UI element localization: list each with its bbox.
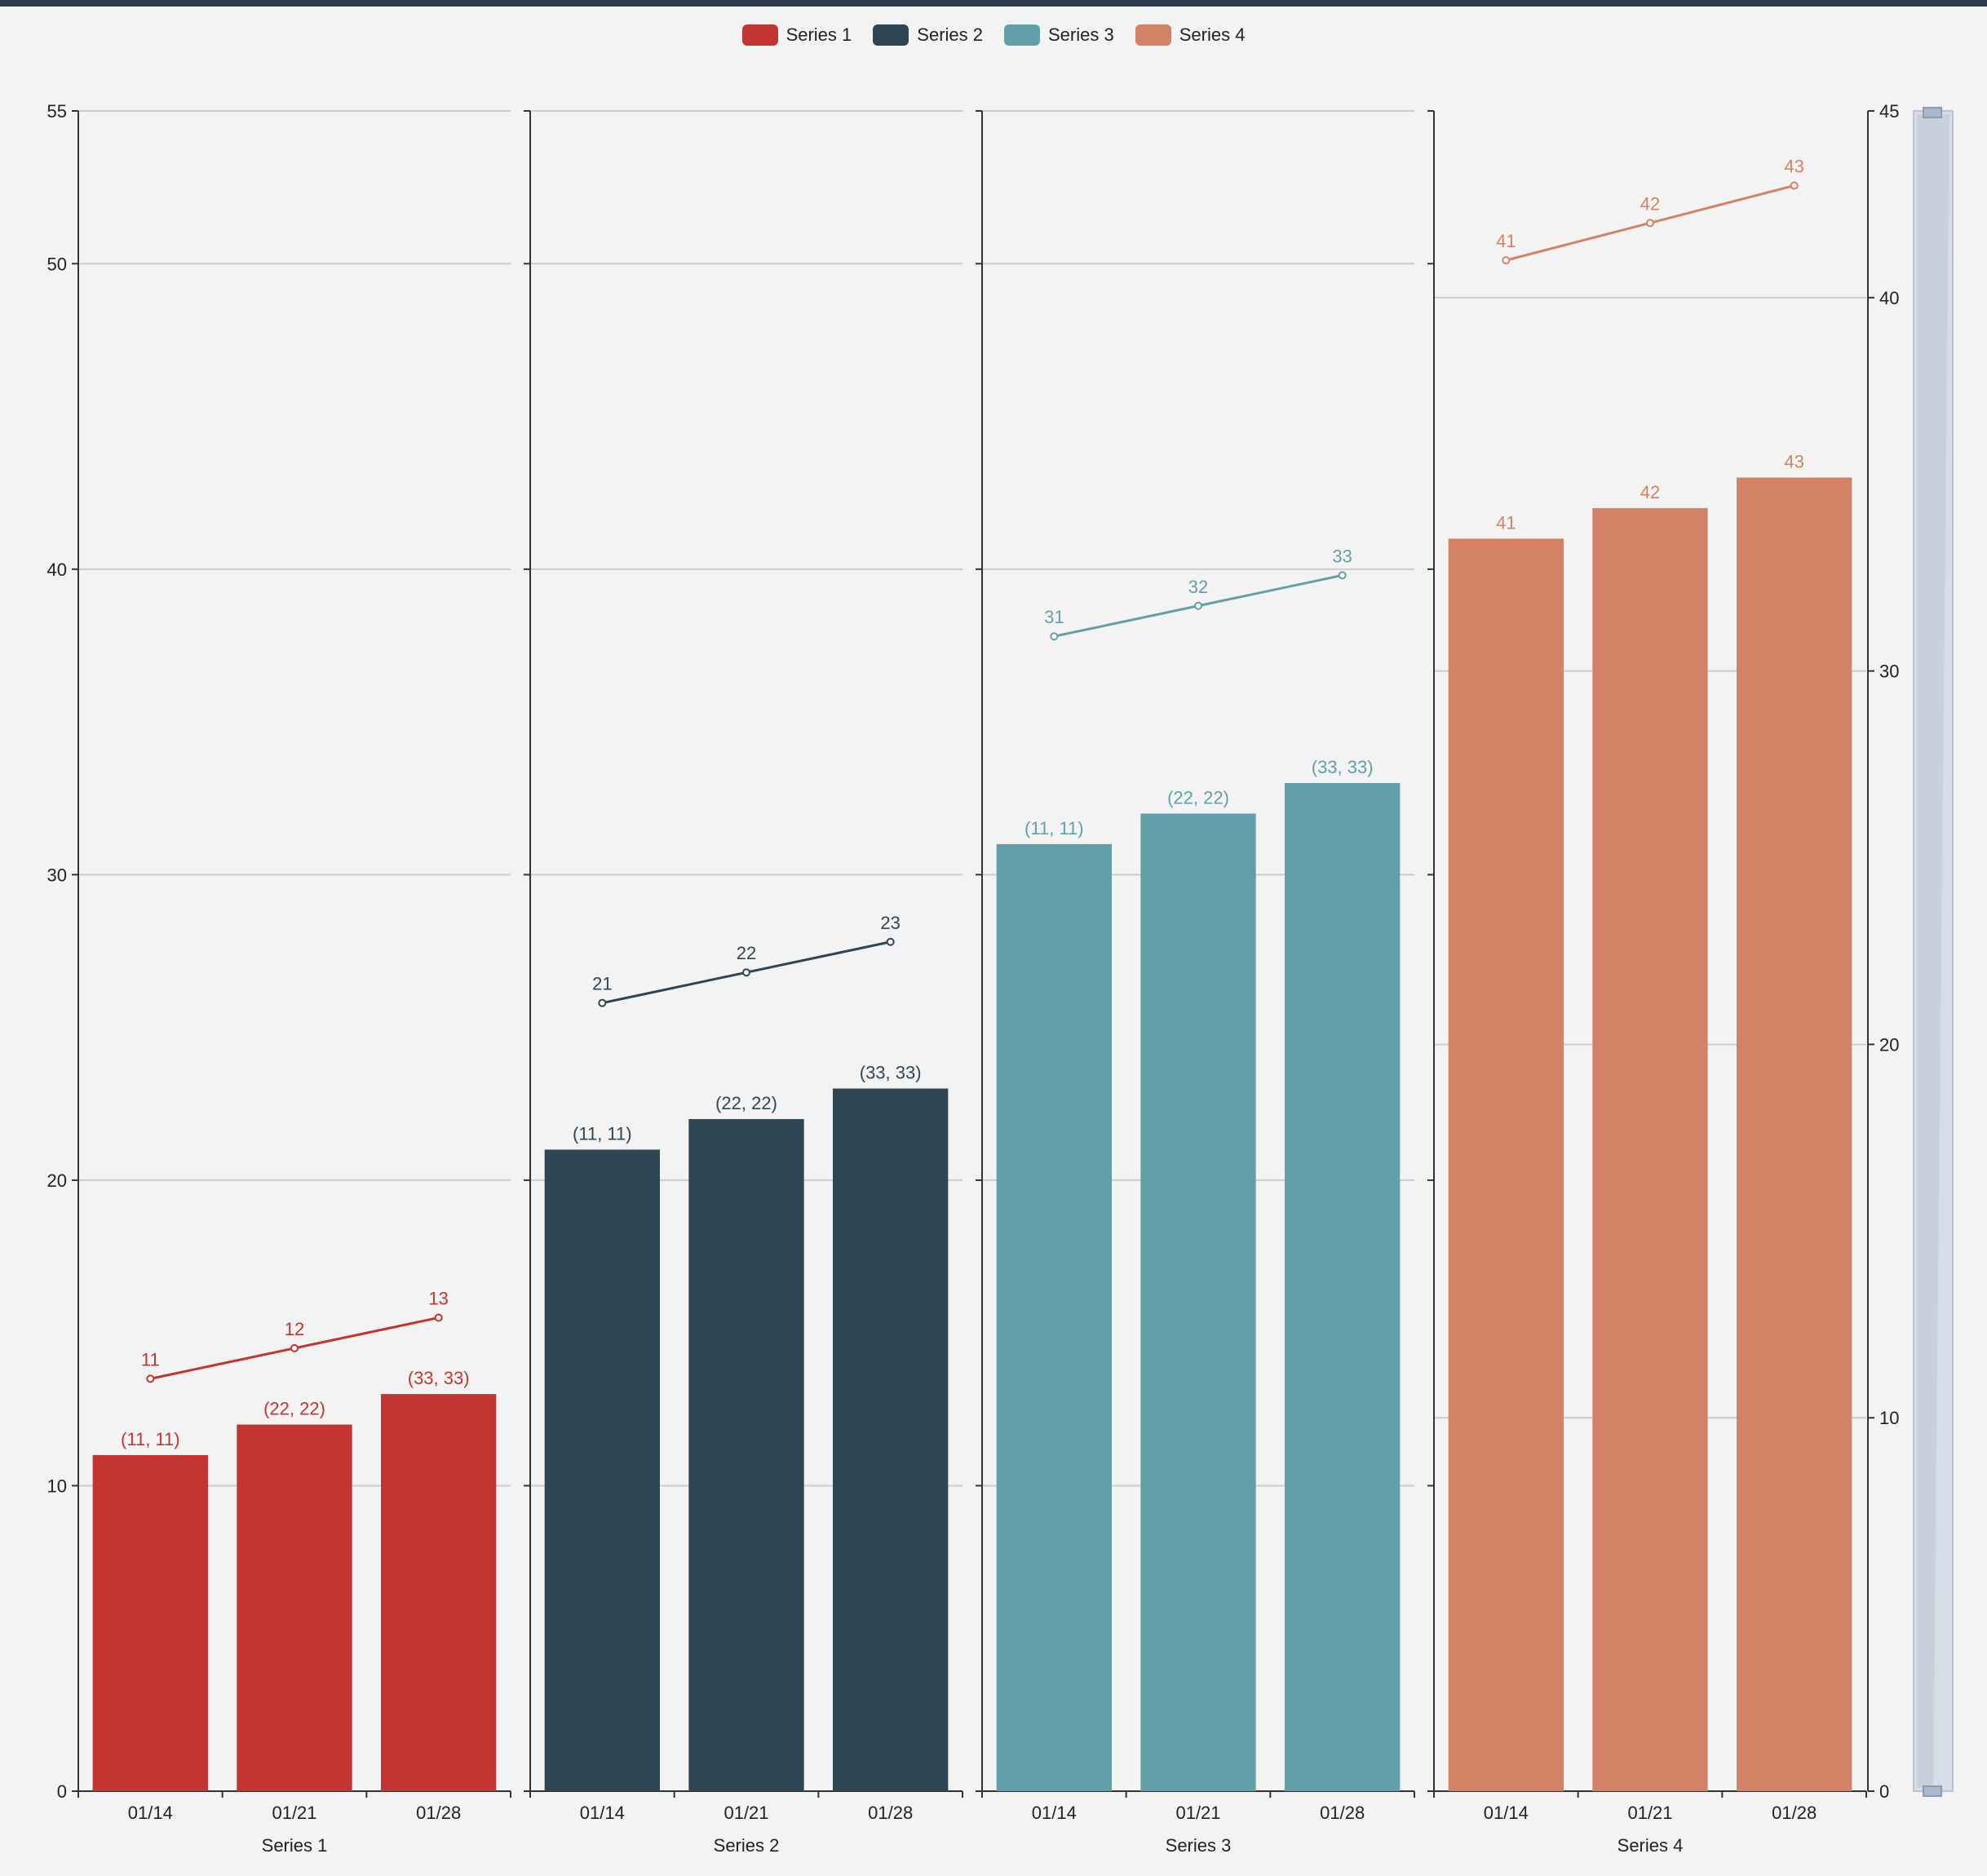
bar-label: (33, 33) <box>408 1368 470 1388</box>
bar[interactable] <box>1285 783 1401 1791</box>
line-point[interactable] <box>1646 219 1654 228</box>
legend-label: Series 1 <box>786 24 852 45</box>
top-bar <box>0 0 1987 7</box>
line-point[interactable] <box>146 1374 155 1383</box>
right-axis-tick-label: 20 <box>1879 1034 1899 1055</box>
line-label: 11 <box>141 1349 160 1369</box>
line-point[interactable] <box>290 1343 299 1352</box>
bar-label: 41 <box>1496 512 1516 533</box>
bar[interactable] <box>381 1394 497 1791</box>
line-label: 42 <box>1640 193 1660 214</box>
y-axis-tick-label: 55 <box>47 101 67 122</box>
line-label: 33 <box>1332 546 1352 566</box>
bar[interactable] <box>996 843 1112 1791</box>
legend-item-series-3[interactable]: Series 3 <box>1004 24 1114 46</box>
line-label: 23 <box>880 913 900 933</box>
y-axis-tick-label: 20 <box>47 1170 67 1191</box>
y-axis-tick-label: 50 <box>47 254 67 274</box>
y-axis-tick-label: 0 <box>57 1781 67 1802</box>
bar[interactable] <box>1140 813 1256 1791</box>
bar-label: (11, 11) <box>573 1123 632 1144</box>
line-point[interactable] <box>1338 571 1347 580</box>
right-axis-tick-label: 30 <box>1879 661 1899 682</box>
bar-label: (11, 11) <box>121 1429 180 1449</box>
legend-swatch <box>1004 24 1040 46</box>
line-point[interactable] <box>742 968 750 977</box>
bar-label: (33, 33) <box>860 1063 922 1083</box>
bar[interactable] <box>833 1088 949 1791</box>
x-axis-tick-label: 01/28 <box>1772 1803 1817 1823</box>
panel-title: Series 2 <box>714 1835 780 1856</box>
bar-label: (33, 33) <box>1312 757 1374 777</box>
bar[interactable] <box>237 1424 352 1791</box>
bar[interactable] <box>1592 507 1708 1791</box>
bar-label: 42 <box>1640 482 1660 502</box>
bar-label: (22, 22) <box>1167 787 1229 807</box>
line-point[interactable] <box>1502 256 1511 265</box>
x-axis-tick-label: 01/14 <box>1484 1803 1529 1823</box>
panel-title: Series 3 <box>1166 1835 1232 1856</box>
bar-label: (11, 11) <box>1024 818 1084 838</box>
line-point[interactable] <box>1790 181 1799 190</box>
x-axis-tick-label: 01/14 <box>1032 1803 1077 1823</box>
panel-title: Series 4 <box>1617 1835 1684 1856</box>
bar-label: 43 <box>1784 451 1803 471</box>
y-axis-tick-label: 40 <box>47 560 67 580</box>
line-label: 43 <box>1784 157 1803 177</box>
x-axis-tick-label: 01/28 <box>416 1803 461 1823</box>
line-point[interactable] <box>434 1313 443 1322</box>
legend: Series 1 Series 2 Series 3 Series 4 <box>0 24 1987 46</box>
legend-item-series-4[interactable]: Series 4 <box>1135 24 1246 46</box>
bar-label: (22, 22) <box>263 1399 325 1419</box>
legend-item-series-2[interactable]: Series 2 <box>873 24 983 46</box>
line-point[interactable] <box>886 937 895 946</box>
y-axis-tick-label: 30 <box>47 865 67 885</box>
line-point[interactable] <box>598 998 607 1007</box>
bar[interactable] <box>92 1455 209 1791</box>
right-axis-tick-label: 0 <box>1879 1781 1889 1802</box>
x-axis-tick-label: 01/21 <box>1175 1803 1220 1823</box>
zoom-slider-shadow <box>1917 114 1949 1788</box>
legend-label: Series 3 <box>1048 24 1114 45</box>
x-axis-tick-label: 01/21 <box>1627 1803 1672 1823</box>
zoom-slider-handle-top[interactable] <box>1923 107 1942 118</box>
bar[interactable] <box>1737 477 1852 1791</box>
bar[interactable] <box>544 1149 660 1791</box>
panel-title: Series 1 <box>262 1835 328 1856</box>
line-point[interactable] <box>1050 632 1059 641</box>
x-axis-tick-label: 01/14 <box>580 1803 625 1823</box>
line-label: 22 <box>737 943 756 963</box>
x-axis-tick-label: 01/28 <box>868 1803 913 1823</box>
bar-label: (22, 22) <box>715 1093 777 1113</box>
legend-label: Series 4 <box>1179 24 1246 45</box>
x-axis-tick-label: 01/21 <box>724 1803 768 1823</box>
legend-item-series-1[interactable]: Series 1 <box>741 24 852 46</box>
line-label: 21 <box>592 974 612 994</box>
line-label: 32 <box>1188 577 1208 597</box>
legend-label: Series 2 <box>917 24 983 45</box>
line-label: 12 <box>285 1319 304 1339</box>
x-axis-tick-label: 01/21 <box>272 1803 316 1823</box>
zoom-slider-handle-bottom[interactable] <box>1923 1785 1942 1797</box>
y-axis-tick-label: 10 <box>47 1476 67 1496</box>
bar[interactable] <box>1448 538 1564 1791</box>
line-point[interactable] <box>1194 601 1202 610</box>
legend-swatch <box>873 24 909 46</box>
right-axis-tick-label: 45 <box>1879 101 1899 122</box>
legend-swatch <box>741 24 778 46</box>
legend-swatch <box>1135 24 1171 46</box>
x-axis-tick-label: 01/14 <box>128 1803 173 1823</box>
line-label: 13 <box>428 1288 448 1308</box>
bar[interactable] <box>688 1119 804 1791</box>
right-axis-tick-label: 10 <box>1879 1408 1899 1428</box>
right-axis-tick-label: 40 <box>1879 288 1899 308</box>
line-label: 31 <box>1044 607 1064 627</box>
x-axis-tick-label: 01/28 <box>1320 1803 1365 1823</box>
line-label: 41 <box>1496 231 1516 251</box>
